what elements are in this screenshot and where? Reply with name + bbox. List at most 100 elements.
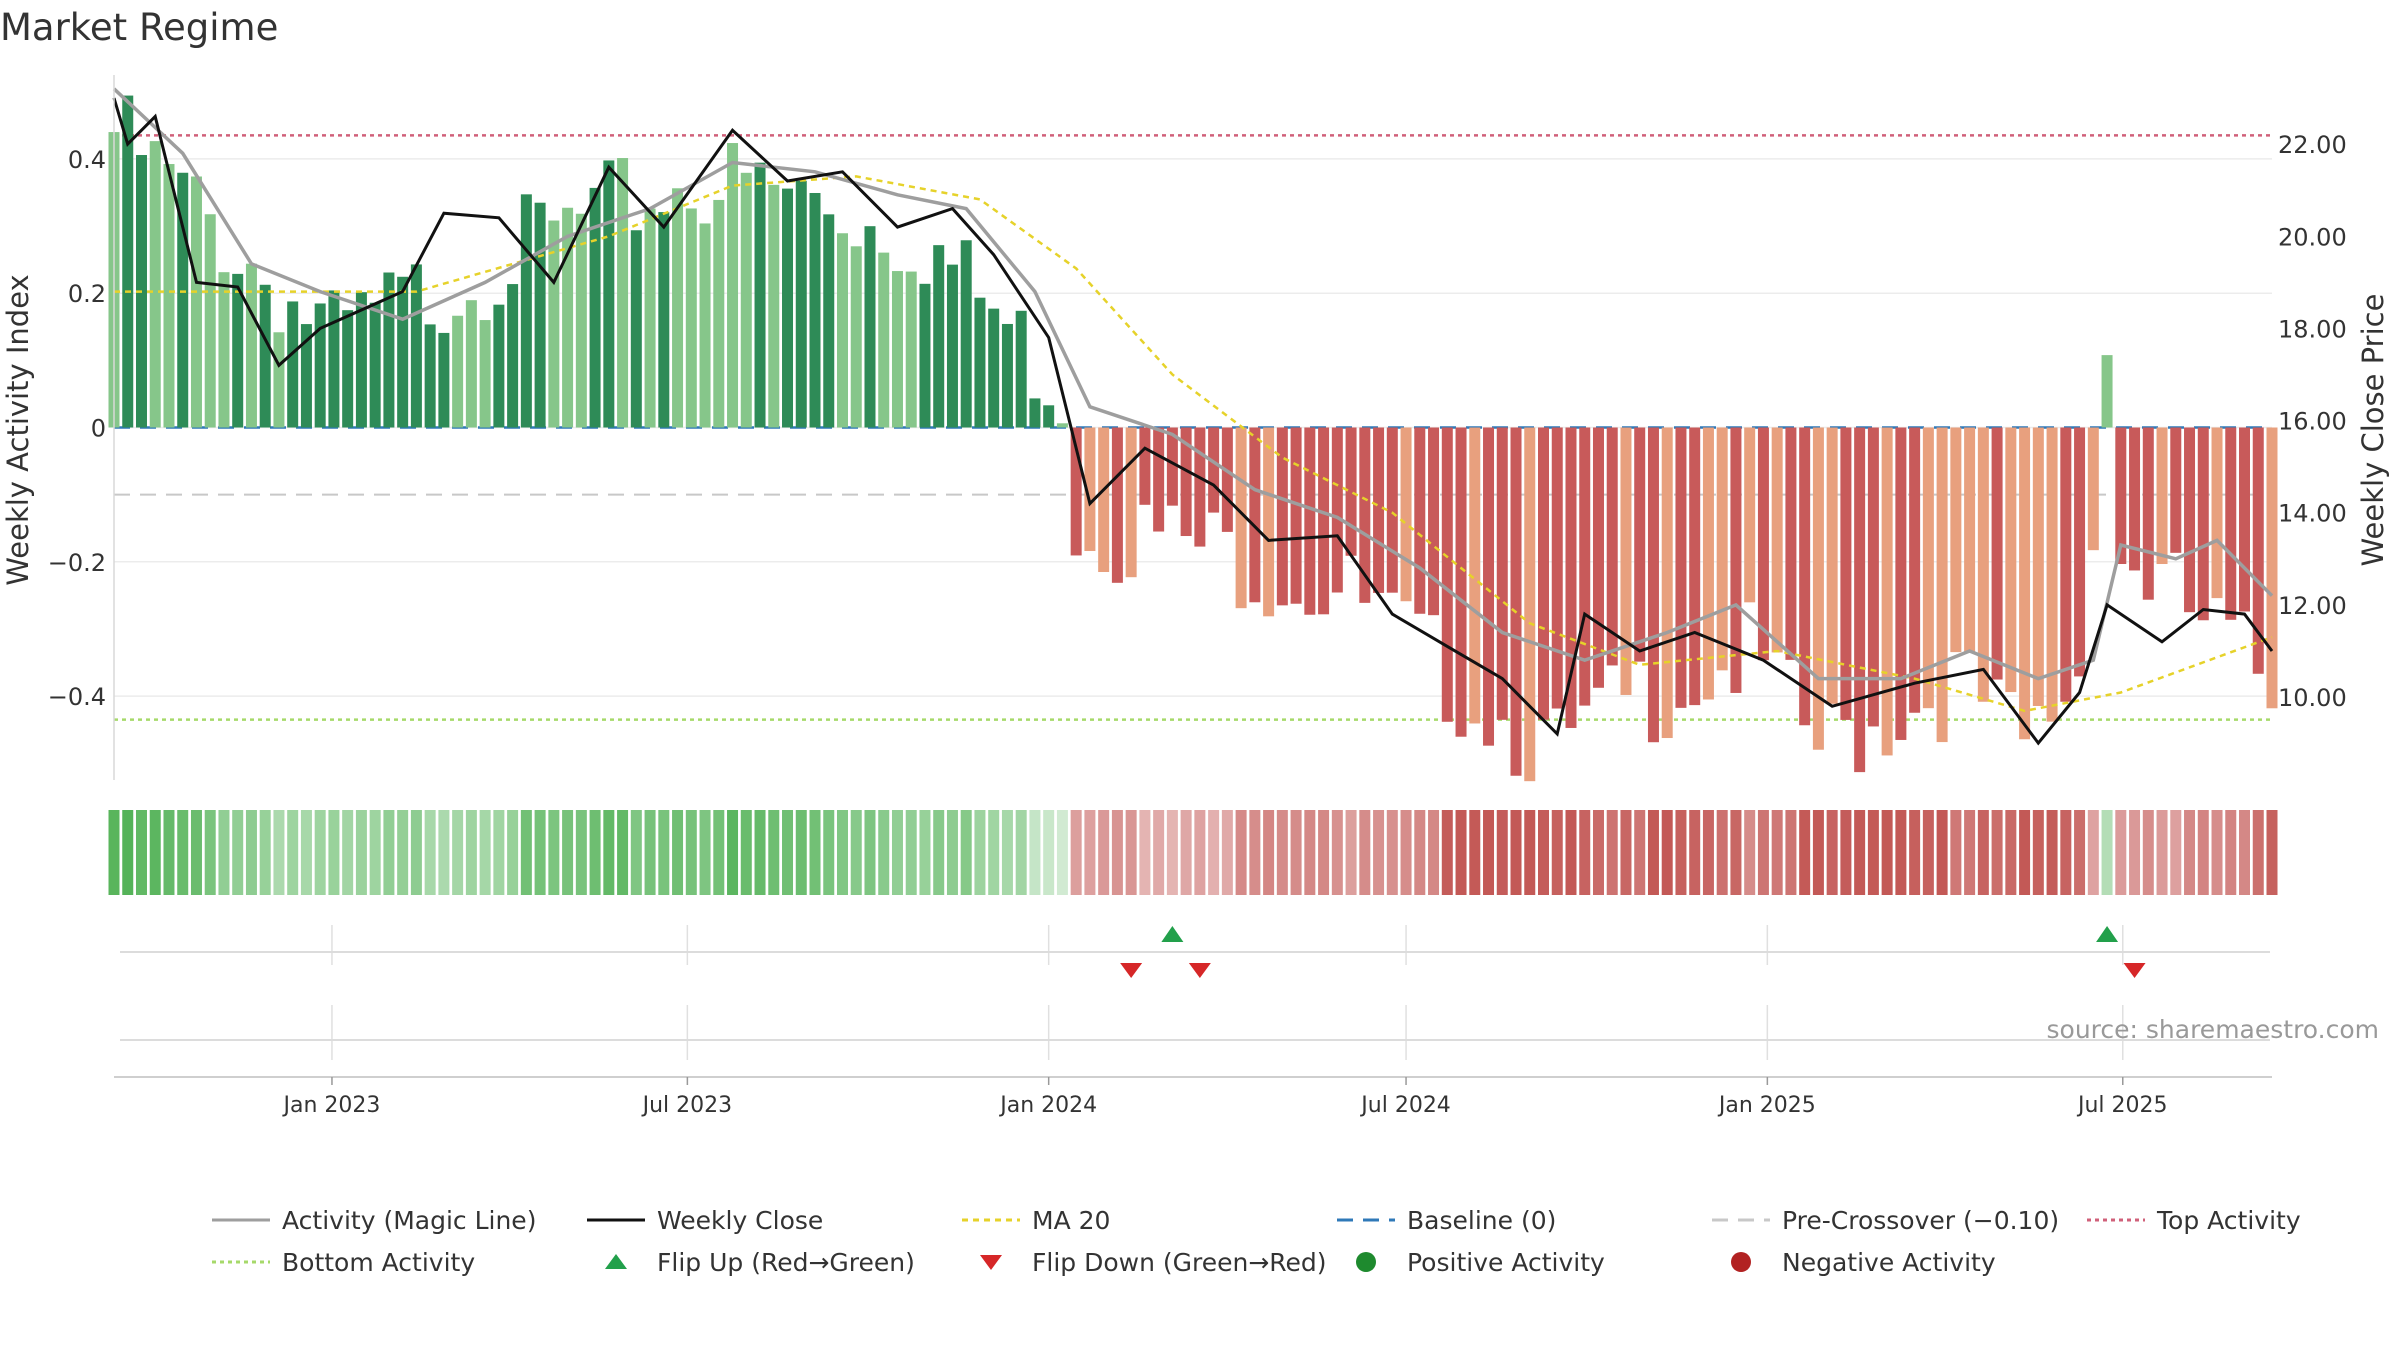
activity-bar (2005, 427, 2017, 693)
regime-strip-cell (850, 810, 862, 895)
regime-strip-cell (1469, 810, 1481, 895)
activity-bar (2060, 427, 2072, 702)
regime-strip-cell (548, 810, 560, 895)
regime-strip-cell (1249, 810, 1261, 895)
x-tick-label: Jul 2025 (2076, 1093, 2168, 1118)
regime-strip-cell (1538, 810, 1550, 895)
regime-strip-cell (1166, 810, 1178, 895)
flip-down-marker (1188, 963, 1211, 978)
regime-strip-cell (1070, 810, 1082, 895)
legend-label: Flip Down (Green→Red) (1032, 1247, 1327, 1277)
regime-strip-cell (2239, 810, 2251, 895)
flip-down-marker (2123, 963, 2146, 978)
activity-bar (617, 158, 629, 428)
legend-swatch (1337, 1218, 1395, 1222)
activity-bar (768, 184, 780, 428)
regime-strip-cell (438, 810, 450, 895)
activity-bar (878, 252, 890, 428)
regime-strip-cell (1867, 810, 1879, 895)
activity-bar (1029, 398, 1041, 428)
y2-tick-label: 22.00 (2278, 131, 2347, 159)
regime-strip-cell (479, 810, 491, 895)
activity-bar (2266, 427, 2278, 709)
activity-bar (1950, 427, 1962, 653)
regime-strip-cell (1414, 810, 1426, 895)
legend-label: MA 20 (1032, 1205, 1111, 1235)
activity-bar (1263, 427, 1275, 617)
regime-strip-cell (1675, 810, 1687, 895)
activity-bar (1304, 427, 1316, 615)
activity-bar (1276, 427, 1288, 606)
activity-bar (2129, 427, 2141, 571)
regime-strip-cell (2170, 810, 2182, 895)
regime-strip-cell (713, 810, 725, 895)
regime-strip-cell (823, 810, 835, 895)
regime-strip-cell (1702, 810, 1714, 895)
regime-strip-cell (493, 810, 505, 895)
activity-bar (2101, 355, 2113, 428)
activity-bar (1166, 427, 1178, 506)
activity-bar (2211, 427, 2223, 599)
regime-strip-cell (534, 810, 546, 895)
legend-label: Bottom Activity (282, 1247, 476, 1277)
regime-strip-cell (960, 810, 972, 895)
activity-bar (960, 240, 972, 428)
regime-strip-cell (1771, 810, 1783, 895)
activity-bar (658, 212, 670, 428)
activity-bar (1249, 427, 1261, 603)
legend-label: Positive Activity (1407, 1247, 1605, 1277)
activity-bar (177, 172, 189, 428)
activity-bar (1730, 427, 1742, 693)
regime-strip-cell (1056, 810, 1068, 895)
legend-item: Flip Down (Green→Red) (960, 1247, 1335, 1277)
y2-tick-label: 12.00 (2278, 592, 2347, 620)
activity-bar (1125, 427, 1137, 578)
regime-strip-cell (1290, 810, 1302, 895)
activity-bar (149, 141, 161, 428)
regime-strip-cell (1029, 810, 1041, 895)
activity-bar (740, 172, 752, 428)
activity-bar (2115, 427, 2127, 564)
activity-bar (685, 208, 697, 428)
ma20-line (114, 175, 2273, 713)
activity-bar (672, 188, 684, 428)
regime-strip-cell (589, 810, 601, 895)
activity-bar (795, 180, 807, 428)
activity-bar (988, 308, 1000, 428)
regime-strip-cell (1716, 810, 1728, 895)
activity-bar (933, 245, 945, 428)
activity-bar (287, 301, 299, 428)
activity-bar (163, 164, 175, 428)
activity-bar (1153, 427, 1165, 532)
legend-label: Baseline (0) (1407, 1205, 1557, 1235)
regime-strip-cell (1359, 810, 1371, 895)
activity-bar (850, 246, 862, 428)
regime-strip-cell (1524, 810, 1536, 895)
regime-strip-cell (520, 810, 532, 895)
regime-strip-cell (2115, 810, 2127, 895)
activity-bar (1386, 427, 1398, 593)
activity-bar (562, 207, 574, 428)
activity-bar (823, 214, 835, 428)
y2-tick-label: 14.00 (2278, 500, 2347, 528)
activity-bar (342, 310, 354, 428)
regime-strip-cell (1909, 810, 1921, 895)
activity-bar (1359, 427, 1371, 603)
activity-bar (946, 264, 958, 428)
regime-strip-cell (149, 810, 161, 895)
activity-bar (1881, 427, 1893, 756)
activity-bar (1785, 427, 1797, 660)
x-tick-label: Jul 2023 (641, 1093, 733, 1118)
regime-strip-cell (452, 810, 464, 895)
regime-strip-cell (383, 810, 395, 895)
activity-bar (891, 271, 903, 428)
regime-strip-cell (177, 810, 189, 895)
regime-strip-cell (1964, 810, 1976, 895)
weekly-close-line (112, 97, 2274, 746)
x-tick-label: Jan 2025 (1717, 1093, 1816, 1118)
regime-strip-cell (658, 810, 670, 895)
activity-bar (1538, 427, 1550, 720)
regime-strip-cell (1483, 810, 1495, 895)
legend-label: Top Activity (2157, 1205, 2301, 1235)
activity-bar (1483, 427, 1495, 746)
